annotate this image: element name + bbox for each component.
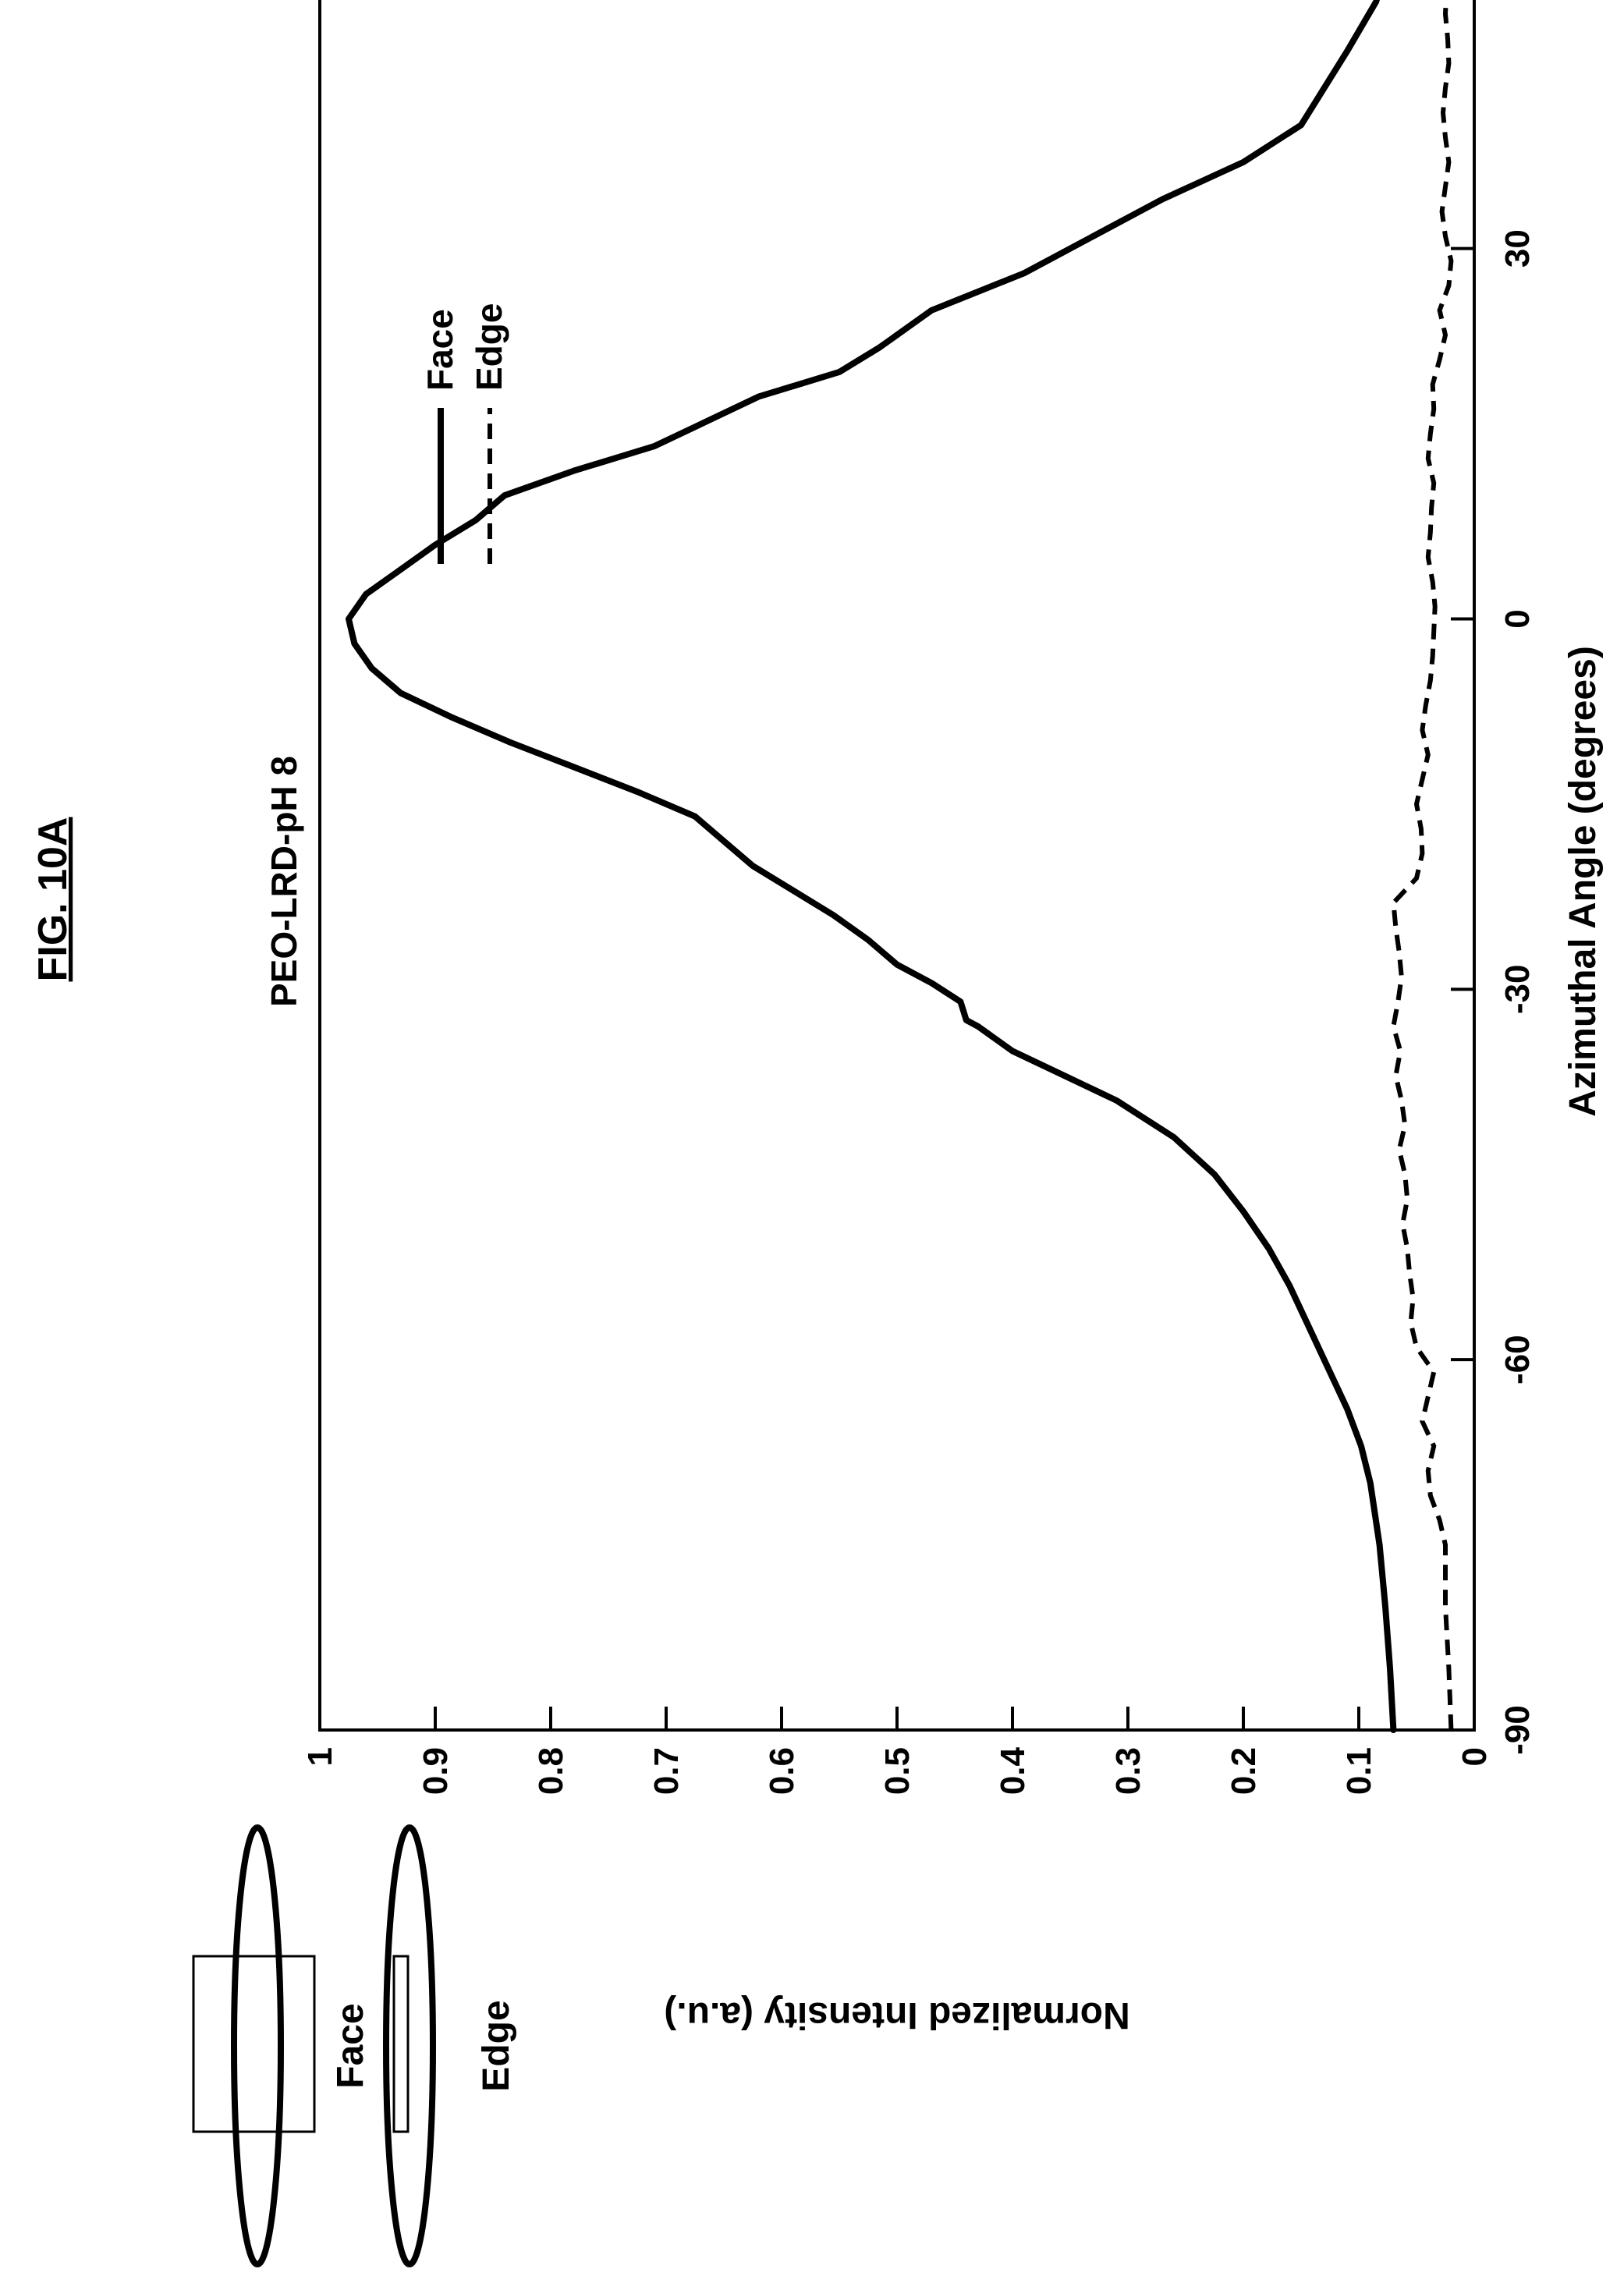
inset-edge-sample [392, 1955, 410, 2133]
series-edge-line [1391, 0, 1463, 1731]
x-axis-title: Azimuthal Angle (degrees) [1562, 646, 1604, 1117]
sample-orientation-inset: Face Edge [192, 1824, 517, 2267]
y-tick-label: 0.3 [1109, 1747, 1147, 1795]
x-tick-label: 0 [1498, 609, 1537, 628]
x-tick-label: 30 [1498, 229, 1537, 268]
y-tick-label: 0.4 [994, 1746, 1032, 1795]
plot-frame [318, 0, 1476, 1732]
chart-title: PEO-LRD-pH 8 [264, 756, 304, 1007]
x-axis: -90-60-300306090 [1451, 229, 1537, 1755]
legend: Face Edge [420, 303, 509, 564]
inset-face-ring [231, 1824, 284, 2267]
legend-edge-label: Edge [469, 303, 509, 391]
inset-face-sample [192, 1955, 316, 2133]
y-tick-label: 0.2 [1225, 1747, 1263, 1795]
figure-label: FIG. 10A [30, 817, 76, 982]
series-face-line [346, 0, 1424, 1733]
y-tick-label: 0.9 [417, 1747, 455, 1795]
y-tick-label: 0.5 [878, 1747, 917, 1795]
legend-face-label: Face [420, 309, 460, 391]
y-tick-label: 0.1 [1340, 1747, 1378, 1795]
x-tick-label: -60 [1498, 1335, 1537, 1384]
y-tick-label: 0 [1456, 1747, 1494, 1766]
y-axis-title: Normalized Intensity (a.u.) [664, 1994, 1129, 2036]
inset-face-label: Face [330, 2003, 371, 2088]
inset-edge-label: Edge [476, 2000, 517, 2091]
y-axis: 0 0.1 0.2 0.3 0.4 0.5 0.6 0.7 0.8 0.9 1 [301, 1707, 1494, 1795]
inset-edge-ring [383, 1824, 436, 2267]
y-tick-label: 0.6 [763, 1747, 801, 1795]
x-tick-label: -30 [1498, 965, 1537, 1015]
y-tick-label: 0.8 [532, 1747, 570, 1795]
y-tick-label: 0.7 [647, 1747, 686, 1795]
x-tick-label: -90 [1498, 1705, 1537, 1755]
y-tick-label: 1 [301, 1747, 339, 1766]
rotated-figure: FIG. 10A PEO-LRD-pH 8 -90-60-300306090 0… [30, 0, 1604, 2267]
